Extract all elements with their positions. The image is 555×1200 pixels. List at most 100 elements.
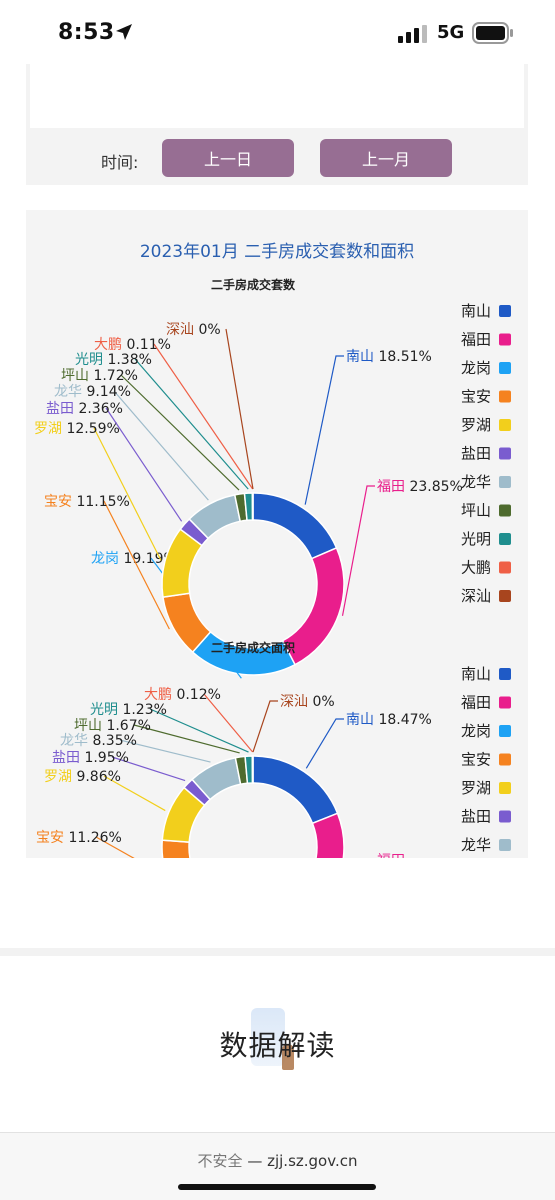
slice-label-光明: 光明 1.38% bbox=[75, 352, 152, 368]
prev-month-button[interactable]: 上一月 bbox=[320, 139, 452, 177]
legend-label-盐田: 盐田 bbox=[461, 808, 491, 826]
slice-label-深汕: 深汕 0% bbox=[280, 694, 335, 710]
legend-swatch-龙华 bbox=[499, 839, 511, 851]
label-leader-龙华 bbox=[113, 390, 209, 501]
legend-swatch-光明 bbox=[499, 533, 511, 545]
label-leader-坪山 bbox=[120, 374, 240, 491]
legend-label-盐田: 盐田 bbox=[461, 445, 491, 463]
url-domain: zjj.sz.gov.cn bbox=[267, 1152, 358, 1170]
legend-swatch-盐田 bbox=[499, 447, 511, 460]
slice-label-南山: 南山 18.47% bbox=[346, 712, 432, 728]
slice-label-龙华: 龙华 9.14% bbox=[54, 384, 131, 400]
legend-label-坪山: 坪山 bbox=[461, 502, 491, 520]
slice-label-盐田: 盐田 2.36% bbox=[46, 401, 123, 417]
time-label: 时间: bbox=[101, 153, 139, 172]
battery-icon bbox=[472, 22, 513, 44]
status-bar: 8:53 5G bbox=[0, 0, 555, 64]
legend-label-龙华: 龙华 bbox=[461, 473, 491, 491]
legend-swatch-龙华 bbox=[499, 476, 511, 488]
content-area-blank bbox=[30, 64, 524, 128]
slice-label-南山: 南山 18.51% bbox=[346, 349, 432, 365]
label-leader-罗湖 bbox=[103, 775, 166, 812]
chart-title: 二手房成交面积 bbox=[211, 640, 295, 655]
label-leader-南山 bbox=[305, 718, 344, 769]
status-time: 8:53 bbox=[58, 20, 115, 45]
label-leader-宝安 bbox=[95, 836, 135, 858]
label-leader-大鹏 bbox=[203, 693, 254, 753]
legend-swatch-龙岗 bbox=[499, 362, 511, 374]
legend-label-宝安: 宝安 bbox=[461, 388, 491, 406]
slice-label-坪山: 坪山 1.72% bbox=[61, 368, 138, 384]
slice-label-宝安: 宝安 11.26% bbox=[36, 830, 122, 846]
location-arrow-icon bbox=[116, 24, 132, 40]
slice-label-福田: 福田 bbox=[377, 853, 405, 858]
legend-label-深汕: 深汕 bbox=[461, 587, 491, 605]
slice-label-罗湖: 罗湖 9.86% bbox=[44, 769, 121, 785]
cellular-signal-icon bbox=[398, 25, 427, 43]
label-leader-光明 bbox=[134, 358, 249, 490]
donut-slice-大鹏 bbox=[251, 492, 254, 521]
slice-label-罗湖: 罗湖 12.59% bbox=[34, 421, 120, 437]
url-text[interactable]: 不安全 — zjj.sz.gov.cn bbox=[0, 1150, 555, 1171]
donut-slice-大鹏 bbox=[251, 755, 254, 784]
chart-title: 二手房成交套数 bbox=[211, 277, 296, 292]
legend-label-福田: 福田 bbox=[461, 694, 491, 712]
label-leader-坪山 bbox=[133, 724, 240, 754]
legend-swatch-龙岗 bbox=[499, 725, 511, 737]
prev-day-button[interactable]: 上一日 bbox=[162, 139, 294, 177]
slice-label-坪山: 坪山 1.67% bbox=[74, 718, 151, 734]
legend-swatch-盐田 bbox=[499, 810, 511, 823]
label-leader-深汕 bbox=[225, 328, 254, 490]
person-illustration-icon bbox=[282, 1044, 294, 1070]
legend-swatch-福田 bbox=[499, 696, 511, 709]
legend-label-宝安: 宝安 bbox=[461, 751, 491, 769]
slice-label-盐田: 盐田 1.95% bbox=[52, 750, 129, 766]
legend-label-福田: 福田 bbox=[461, 331, 491, 349]
label-leader-盐田 bbox=[105, 407, 183, 522]
label-leader-福田 bbox=[341, 485, 375, 616]
legend-label-龙岗: 龙岗 bbox=[461, 359, 491, 377]
label-leader-深汕 bbox=[252, 700, 278, 753]
label-leader-罗湖 bbox=[93, 427, 162, 561]
legend-swatch-宝安 bbox=[499, 390, 511, 403]
legend-swatch-南山 bbox=[499, 305, 511, 317]
slice-label-宝安: 宝安 11.15% bbox=[44, 494, 130, 510]
slice-label-大鹏: 大鹏 0.12% bbox=[144, 687, 221, 703]
chart-panel: 2023年01月 二手房成交套数和面积 二手房成交套数南山 18.51% 福田 2… bbox=[26, 210, 528, 858]
legend-label-南山: 南山 bbox=[461, 302, 491, 320]
slice-label-龙华: 龙华 8.35% bbox=[60, 733, 137, 749]
legend-label-龙华: 龙华 bbox=[461, 836, 491, 854]
legend-swatch-罗湖 bbox=[499, 419, 511, 431]
legend-swatch-大鹏 bbox=[499, 561, 511, 574]
legend-label-大鹏: 大鹏 bbox=[461, 559, 491, 577]
legend-label-罗湖: 罗湖 bbox=[461, 779, 491, 797]
label-leader-大鹏 bbox=[153, 343, 254, 490]
slice-label-大鹏: 大鹏 0.11% bbox=[94, 337, 171, 353]
url-separator: — bbox=[242, 1152, 268, 1170]
legend-swatch-深汕 bbox=[499, 590, 511, 602]
slice-label-光明: 光明 1.23% bbox=[90, 702, 167, 718]
donut-slice-宝安 bbox=[161, 839, 191, 858]
label-leader-南山 bbox=[304, 355, 344, 505]
panel-title: 2023年01月 二手房成交套数和面积 bbox=[139, 242, 415, 262]
donut-slice-福田 bbox=[311, 812, 345, 858]
legend-swatch-宝安 bbox=[499, 753, 511, 766]
network-type: 5G bbox=[437, 22, 465, 43]
legend-label-龙岗: 龙岗 bbox=[461, 722, 491, 740]
report-illustration-icon bbox=[251, 1008, 285, 1066]
insecure-label: 不安全 bbox=[197, 1152, 243, 1170]
label-leader-光明 bbox=[149, 708, 249, 753]
label-leader-宝安 bbox=[103, 500, 170, 630]
section-title: 数据解读 bbox=[219, 1029, 336, 1062]
legend-swatch-福田 bbox=[499, 333, 511, 346]
legend-swatch-坪山 bbox=[499, 504, 511, 517]
donut-slice-南山 bbox=[252, 755, 339, 825]
legend-swatch-南山 bbox=[499, 668, 511, 680]
legend-label-光明: 光明 bbox=[461, 530, 491, 548]
donut-slice-南山 bbox=[252, 492, 338, 560]
legend-label-南山: 南山 bbox=[461, 665, 491, 683]
slice-label-深汕: 深汕 0% bbox=[166, 322, 221, 338]
slice-label-福田: 福田 23.85% bbox=[377, 479, 463, 495]
label-leader-盐田 bbox=[111, 756, 186, 782]
